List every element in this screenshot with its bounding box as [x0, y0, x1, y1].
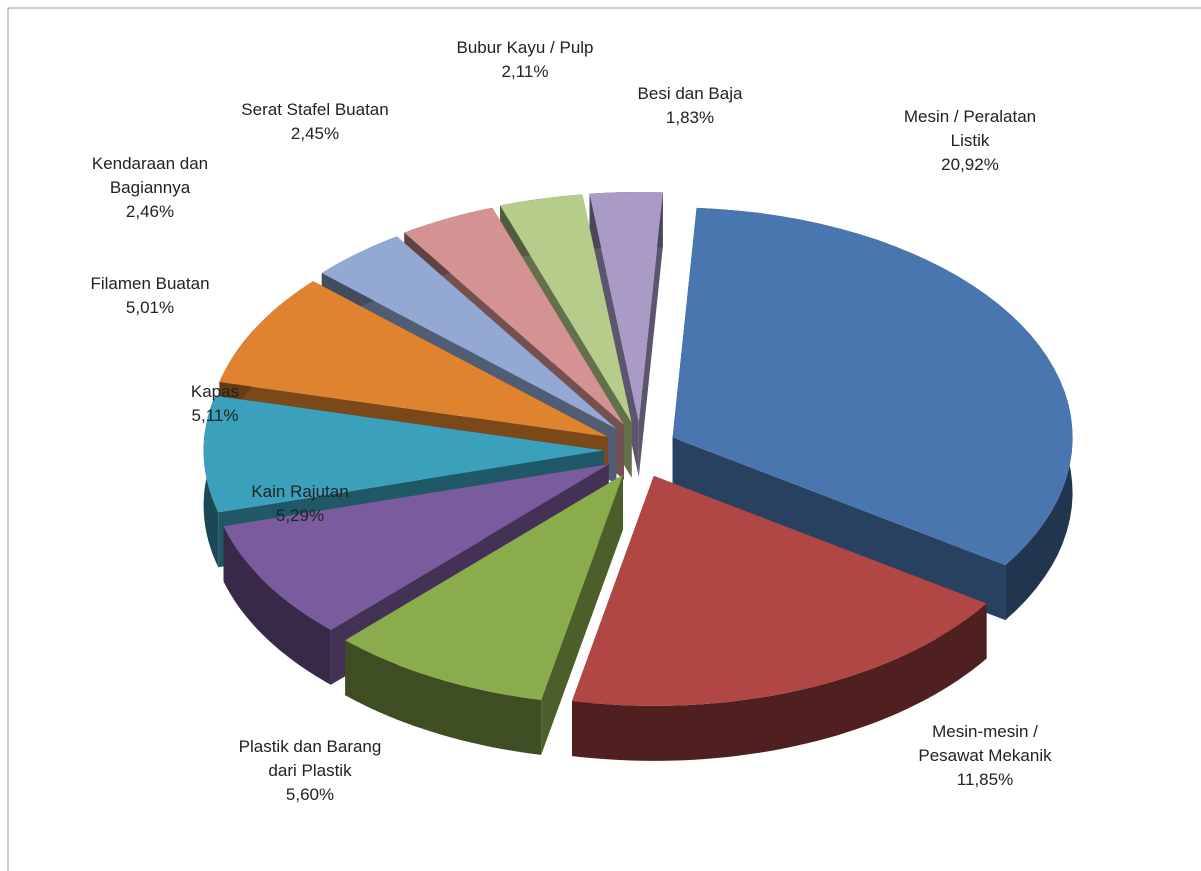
- value-label: 20,92%: [941, 155, 999, 174]
- data-label: Filamen Buatan 5,01%: [65, 272, 235, 320]
- value-label: 2,11%: [501, 62, 549, 81]
- data-label: Kapas 5,11%: [130, 380, 300, 428]
- category-label: Plastik dan Barang dari Plastik: [238, 737, 382, 780]
- slice: [672, 207, 1073, 566]
- value-label: 5,60%: [285, 785, 335, 804]
- data-label: Kendaraan dan Bagiannya 2,46%: [65, 152, 235, 224]
- category-label: Mesin-mesin / Pesawat Mekanik: [918, 722, 1052, 765]
- category-label: Filamen Buatan: [90, 274, 210, 293]
- category-label: Serat Stafel Buatan: [241, 100, 389, 119]
- frame: [7, 7, 1201, 871]
- data-label: Mesin-mesin / Pesawat Mekanik 11,85%: [900, 720, 1070, 792]
- slice-side: [638, 192, 663, 477]
- slice-side: [541, 474, 623, 755]
- data-label: Serat Stafel Buatan 2,45%: [230, 98, 400, 146]
- data-label: Besi dan Baja 1,83%: [605, 82, 775, 130]
- data-label: Kain Rajutan 5,29%: [215, 480, 385, 528]
- category-label: Mesin / Peralatan Listik: [903, 107, 1037, 150]
- slice: [203, 395, 604, 513]
- category-label: Kain Rajutan: [251, 482, 349, 501]
- value-label: 2,46%: [125, 202, 175, 221]
- slice-side: [572, 603, 987, 761]
- slice: [223, 464, 609, 630]
- category-label: Besi dan Baja: [637, 84, 743, 103]
- value-label: 5,11%: [191, 406, 239, 425]
- slice: [500, 194, 632, 423]
- slice-side: [223, 526, 331, 685]
- category-label: Bubur Kayu / Pulp: [456, 38, 594, 57]
- category-label: Kapas: [190, 382, 240, 401]
- slice: [572, 475, 987, 706]
- slice-side: [345, 640, 542, 755]
- data-label: Mesin / Peralatan Listik 20,92%: [885, 105, 1055, 177]
- value-label: 11,85%: [956, 770, 1014, 789]
- data-label: Bubur Kayu / Pulp 2,11%: [440, 36, 610, 84]
- slice-side: [672, 437, 1006, 621]
- value-label: 5,01%: [125, 298, 175, 317]
- slice: [589, 192, 663, 422]
- slice: [345, 474, 623, 700]
- value-label: 2,45%: [290, 124, 340, 143]
- category-label: Kendaraan dan Bagiannya: [91, 154, 209, 197]
- slice: [219, 281, 608, 437]
- value-label: 5,29%: [275, 506, 325, 525]
- value-label: 1,83%: [665, 108, 715, 127]
- slice: [404, 207, 624, 425]
- data-label: Plastik dan Barang dari Plastik 5,60%: [225, 735, 395, 807]
- slice: [321, 236, 617, 429]
